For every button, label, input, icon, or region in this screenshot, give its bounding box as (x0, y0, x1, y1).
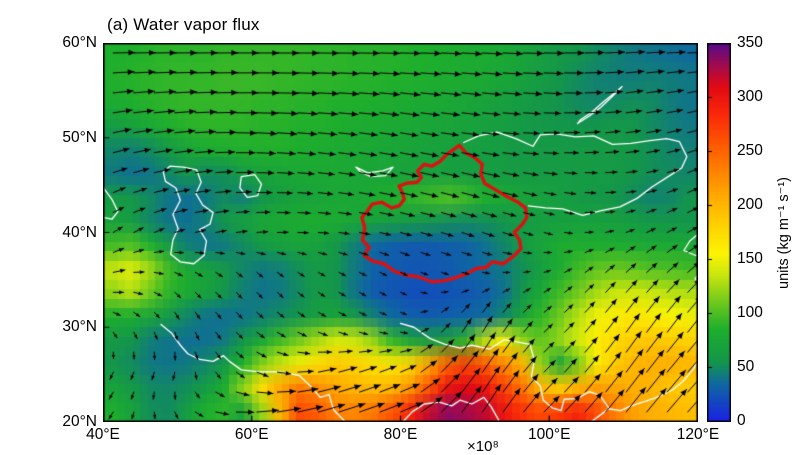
x-tick-label: 120°E (676, 426, 720, 443)
y-tick-label: 20°N (62, 413, 97, 430)
colorbar-tick-label: 300 (737, 88, 763, 105)
y-tick-label: 50°N (62, 128, 97, 146)
y-tick-label: 40°N (62, 223, 97, 241)
colorbar-tick-label: 200 (737, 196, 763, 213)
colorbar-tick-label: 50 (737, 358, 755, 375)
x-tick-label: 60°E (234, 426, 269, 443)
colorbar-tick-label: 0 (737, 412, 746, 429)
y-tick-label: 60°N (62, 34, 97, 51)
x-axis-exponent-label: ×10⁸ (467, 438, 499, 455)
colorbar-units-label: units (kg m⁻¹ s⁻¹) (776, 177, 792, 289)
colorbar-tick-label: 250 (737, 142, 763, 159)
figure-title: (a) Water vapor flux (107, 15, 260, 34)
x-tick-label: 100°E (528, 426, 571, 443)
map-plot-canvas (103, 43, 698, 422)
x-tick-label: 40°E (86, 426, 120, 443)
colorbar (707, 43, 731, 422)
colorbar-tick-label: 100 (737, 304, 763, 321)
y-tick-label: 30°N (62, 318, 97, 336)
x-tick-label: 80°E (383, 426, 418, 443)
colorbar-tick-label: 350 (737, 34, 763, 51)
colorbar-tick-label: 150 (737, 250, 763, 267)
